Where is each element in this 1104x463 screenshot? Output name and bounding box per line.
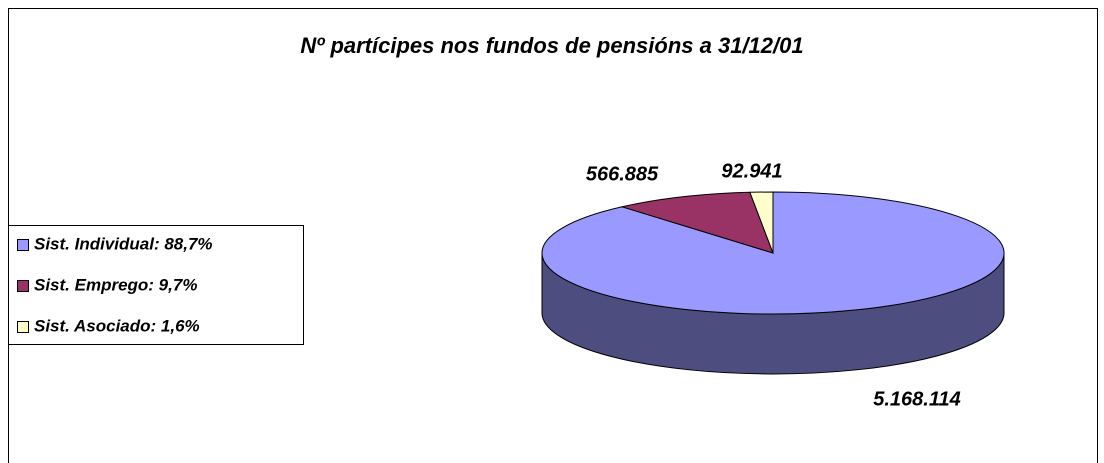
legend-label: Sist. Emprego: 9,7% (34, 275, 197, 294)
legend-swatch (17, 321, 29, 333)
legend-label: Sist. Asociado: 1,6% (34, 316, 200, 335)
legend-swatch (17, 280, 29, 292)
data-label: 566.885 (586, 163, 659, 185)
pie-slice (620, 191, 774, 254)
legend-label: Sist. Individual: 88,7% (34, 234, 213, 253)
data-label: 5.168.114 (873, 388, 961, 410)
legend (8, 225, 304, 345)
pie-slice (749, 191, 774, 254)
legend-swatch (17, 239, 29, 251)
chart-title: Nº partícipes nos fundos de pensións a 3… (300, 33, 803, 58)
data-label: 92.941 (721, 160, 782, 182)
